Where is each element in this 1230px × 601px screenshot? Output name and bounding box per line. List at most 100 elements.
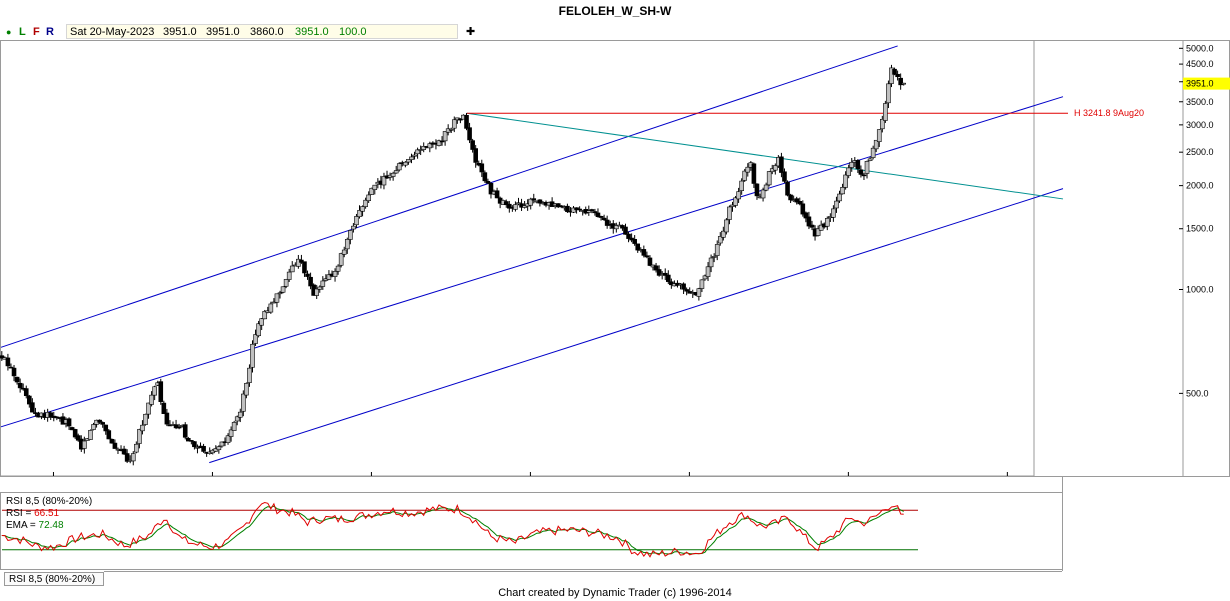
candle-up xyxy=(381,176,387,186)
candle-up xyxy=(262,311,268,320)
last-price-marker: 3951.0 xyxy=(1183,77,1230,90)
channel-line-3[interactable] xyxy=(209,188,1064,464)
candle-down xyxy=(164,412,170,425)
candle-up xyxy=(146,402,151,415)
candle-down xyxy=(470,140,475,150)
candle-down xyxy=(858,169,864,175)
candle-down xyxy=(302,261,307,274)
candle-down xyxy=(494,190,500,199)
candle-down xyxy=(109,438,115,444)
candle-down xyxy=(809,224,815,228)
add-symbol-icon[interactable]: ✚ xyxy=(466,26,476,38)
range-mode-button[interactable]: R xyxy=(46,26,54,38)
candle-up xyxy=(406,158,411,163)
candle-up xyxy=(403,161,408,166)
candle-down xyxy=(439,140,445,143)
candle-up xyxy=(696,288,702,297)
candle-up xyxy=(876,129,882,142)
candle-down xyxy=(785,181,790,196)
candle-down xyxy=(189,440,194,442)
candle-up xyxy=(320,280,326,287)
candle-up xyxy=(733,197,738,206)
candle-down xyxy=(577,208,582,211)
candle-up xyxy=(241,393,246,412)
candle-down xyxy=(473,148,478,163)
candle-up xyxy=(730,204,735,207)
candle-down xyxy=(308,276,313,287)
candle-down xyxy=(626,233,631,239)
trend-line[interactable] xyxy=(466,112,1064,200)
candle-up xyxy=(571,207,576,213)
candle-up xyxy=(225,435,231,443)
candle-down xyxy=(121,448,127,455)
candle-down xyxy=(503,201,509,206)
candle-up xyxy=(522,205,527,208)
candle-up xyxy=(280,286,286,293)
candle-down xyxy=(601,217,607,221)
candle-up xyxy=(742,170,748,181)
price-chart-area[interactable]: H 3241.8 9Aug20 5000.04500.04000.03500.0… xyxy=(0,40,1230,491)
candle-up xyxy=(390,172,396,177)
line-mode-button[interactable]: L xyxy=(19,26,26,38)
candle-down xyxy=(48,412,54,418)
candle-up xyxy=(134,443,139,453)
channel-line-2[interactable] xyxy=(0,96,1064,428)
candle-down xyxy=(14,376,20,383)
last-price-label: 3951.0 xyxy=(1186,79,1214,89)
candle-up xyxy=(513,204,518,210)
bar-change: 100.0 xyxy=(339,26,367,38)
candle-up xyxy=(824,218,830,227)
candle-up xyxy=(314,288,320,296)
candle-up xyxy=(231,422,237,431)
last-price-background xyxy=(1183,77,1230,90)
rsi-svg[interactable]: RSI 8,5 (80%-20%) RSI = 66.51 EMA = 72.4… xyxy=(0,492,1063,570)
candle-up xyxy=(409,156,414,160)
candle-up xyxy=(344,239,350,250)
tab-rsi-indicator[interactable]: RSI 8,5 (80%-20%) xyxy=(4,572,104,586)
candle-down xyxy=(17,382,23,389)
candle-down xyxy=(5,357,11,367)
rsi-readout-label: RSI = xyxy=(6,508,34,519)
candle-up xyxy=(760,189,766,199)
rsi-panel[interactable]: RSI 8,5 (80%-20%) RSI = 66.51 EMA = 72.4… xyxy=(0,492,1063,570)
candle-up xyxy=(705,266,711,277)
price-chart-svg[interactable]: H 3241.8 9Aug20 5000.04500.04000.03500.0… xyxy=(0,40,1230,491)
chart-title: FELOLEH_W_SH-W xyxy=(558,4,672,18)
candle-down xyxy=(124,453,130,462)
candle-down xyxy=(684,289,689,292)
candle-down xyxy=(30,402,35,413)
candle-up xyxy=(516,202,521,205)
candle-up xyxy=(338,253,344,266)
candle-up xyxy=(326,274,332,280)
candle-down xyxy=(595,212,601,218)
candle-down xyxy=(665,274,671,282)
candle-up xyxy=(448,129,454,131)
candle-up xyxy=(451,119,457,129)
candle-up xyxy=(873,139,879,150)
footer-credit: Chart created by Dynamic Trader (c) 1996… xyxy=(498,587,732,599)
bar-status-box: Sat 20-May-2023 3951.0 3951.0 3860.0 395… xyxy=(66,24,458,39)
candle-down xyxy=(647,257,653,266)
candle-down xyxy=(11,367,17,377)
candle-down xyxy=(794,198,800,203)
candle-up xyxy=(247,367,252,383)
candle-down xyxy=(467,127,472,141)
channel-line-1[interactable] xyxy=(0,45,898,348)
candle-up xyxy=(219,441,225,447)
candle-down xyxy=(598,216,604,218)
candle-down xyxy=(161,402,167,414)
candle-down xyxy=(106,430,112,440)
rsi-lines xyxy=(1,501,904,558)
chart-frame xyxy=(0,40,1230,477)
bar-low: 3860.0 xyxy=(250,26,284,38)
candle-up xyxy=(739,180,744,191)
candle-down xyxy=(898,77,903,86)
candle-down xyxy=(8,366,14,369)
candle-up xyxy=(149,394,154,405)
price-tick-label: 4500.0 xyxy=(1186,59,1214,69)
candle-down xyxy=(27,395,32,405)
fill-mode-button[interactable]: F xyxy=(33,26,40,38)
candle-up xyxy=(702,275,708,280)
candle-up xyxy=(396,163,402,171)
candles xyxy=(0,64,907,466)
